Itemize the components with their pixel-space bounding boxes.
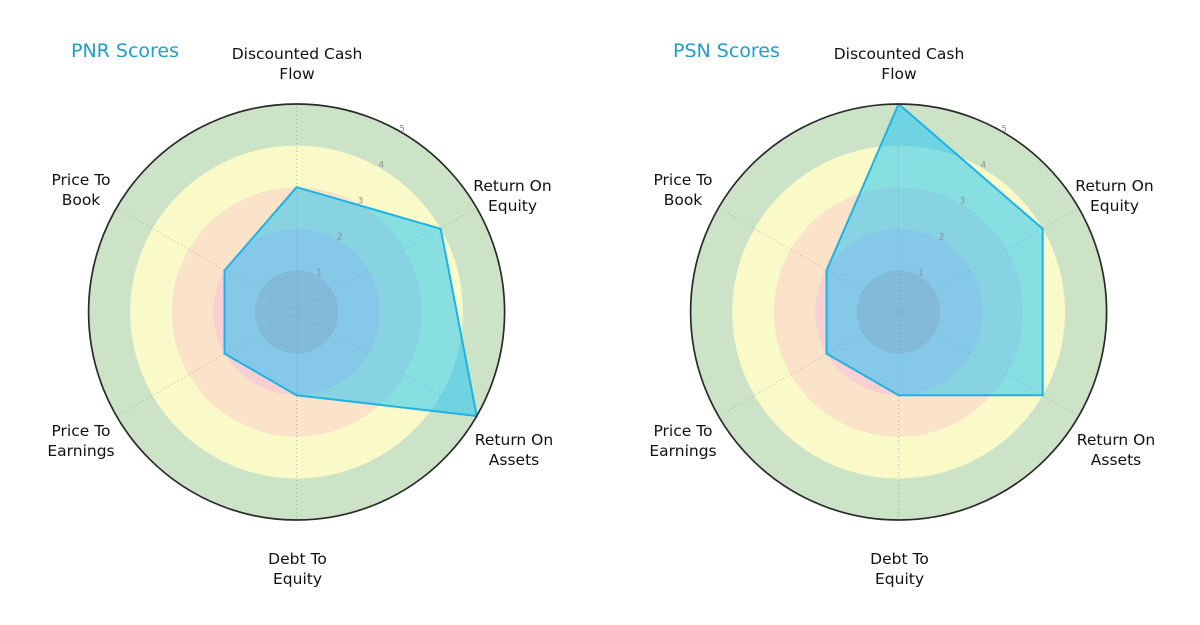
axis-label-return-on-assets: Return On Assets: [474, 431, 554, 469]
axis-label-discounted-cash-flow: Discounted Cash Flow: [231, 45, 363, 83]
score-polygon: [223, 186, 478, 417]
radial-gridline-price-to-book: [116, 207, 297, 313]
axis-label-price-to-book: Price To Book: [51, 171, 111, 209]
axis-label-return-on-equity: Return On Equity: [1075, 177, 1154, 215]
radial-tick-label-2: 2: [337, 232, 342, 242]
radar-chart-pnr: PNR Scores 1 2 3 4 5 Discounted Cash Flow Retu…: [47, 40, 554, 588]
axis-label-price-to-earnings: Price To Earnings: [649, 422, 717, 460]
axis-label-return-on-assets: Return On Assets: [1076, 431, 1156, 469]
radial-tick-label-5: 5: [399, 124, 404, 134]
axis-label-debt-to-equity: Debt To Equity: [870, 550, 929, 588]
score-polygon: [825, 103, 1044, 397]
radar-chart-psn: PSN Scores 1 2 3 4 5 Discounted Cash Flow Retu…: [602, 0, 1200, 625]
radial-tick-label-1: 1: [918, 268, 923, 278]
radar-plot-pnr: 1 2 3 4 5: [87, 103, 506, 521]
axis-label-price-to-earnings: Price To Earnings: [47, 422, 115, 460]
radial-tick-label-4: 4: [379, 160, 384, 170]
radial-tick-label-1: 1: [316, 268, 321, 278]
radial-tick-label-3: 3: [960, 196, 965, 206]
radar-plot-psn: 1 2 3 4 5: [689, 103, 1108, 521]
chart-title-pnr: PNR Scores: [71, 40, 180, 62]
outer-circle: [87, 103, 506, 521]
axis-label-discounted-cash-flow: Discounted Cash Flow: [833, 45, 965, 83]
axis-label-price-to-book: Price To Book: [653, 171, 713, 209]
radial-tick-label-4: 4: [981, 160, 986, 170]
radial-tick-label-2: 2: [939, 232, 944, 242]
axis-label-debt-to-equity: Debt To Equity: [268, 550, 327, 588]
axis-label-return-on-equity: Return On Equity: [473, 177, 552, 215]
chart-title-psn: PSN Scores: [673, 40, 780, 62]
radial-gridline-price-to-earnings: [116, 311, 297, 417]
outer-circle: [689, 103, 1108, 521]
radial-tick-label-5: 5: [1001, 124, 1006, 134]
radial-tick-label-3: 3: [358, 196, 363, 206]
